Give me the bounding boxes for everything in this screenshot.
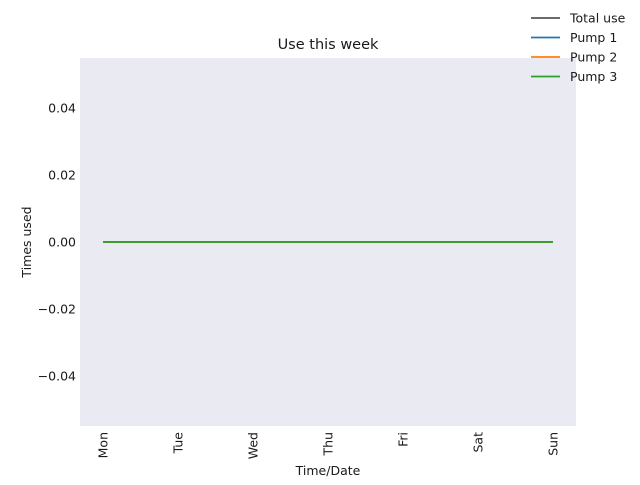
legend-label: Total use: [569, 11, 626, 26]
x-tick-label: Mon: [96, 432, 111, 458]
y-tick-label: 0.02: [48, 168, 76, 183]
legend: Total use Pump 1 Pump 2 Pump 3: [531, 11, 626, 84]
x-axis-ticks: Mon Tue Wed Thu Fri Sat Sun: [96, 432, 561, 460]
chart-title: Use this week: [278, 37, 379, 53]
x-tick-label: Wed: [246, 432, 261, 459]
y-axis-ticks: −0.04 −0.02 0.00 0.02 0.04: [38, 101, 76, 384]
y-axis-label: Times used: [19, 206, 34, 278]
x-axis-label: Time/Date: [295, 463, 361, 478]
y-tick-label: −0.04: [38, 368, 76, 383]
y-tick-label: 0.04: [48, 101, 76, 116]
x-tick-label: Fri: [396, 432, 411, 447]
legend-label: Pump 2: [570, 50, 617, 65]
y-tick-label: −0.02: [38, 301, 76, 316]
y-tick-label: 0.00: [48, 235, 76, 250]
legend-label: Pump 3: [570, 69, 617, 84]
x-tick-label: Sun: [546, 432, 561, 456]
x-tick-label: Thu: [321, 432, 336, 456]
legend-label: Pump 1: [570, 30, 617, 45]
x-tick-label: Sat: [471, 432, 486, 453]
x-tick-label: Tue: [171, 432, 186, 455]
